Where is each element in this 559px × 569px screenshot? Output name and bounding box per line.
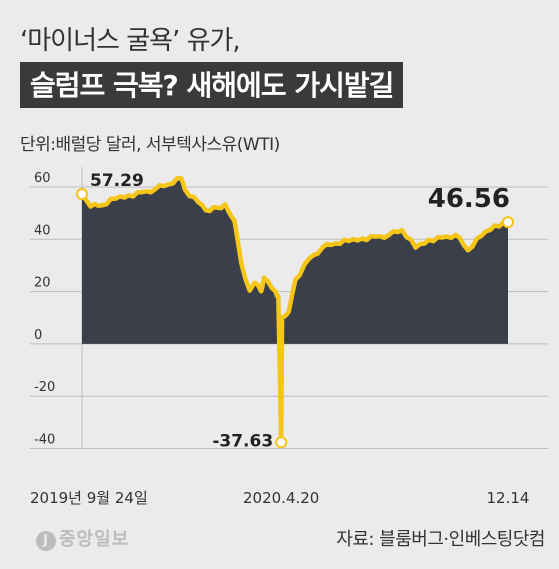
x-axis-ticks: 2019년 9월 24일 2020.4.20 12.14 (30, 489, 529, 507)
x-tick-label: 2020.4.20 (243, 489, 319, 507)
annotation-markers: 57.29 -37.63 46.56 (76, 171, 514, 451)
annotation-label: -37.63 (212, 431, 273, 451)
y-tick-label: -20 (34, 380, 55, 395)
y-tick-label: 20 (34, 276, 51, 291)
annotation-label: 46.56 (428, 184, 510, 214)
y-tick-label: 40 (34, 223, 51, 238)
logo-mark-icon: J (36, 531, 56, 551)
chart-title-line2: 슬럼프 극복? 새해에도 가시밭길 (20, 62, 404, 108)
y-tick-label: 0 (34, 328, 42, 343)
y-tick-label: 60 (34, 171, 51, 186)
x-tick-label: 2019년 9월 24일 (30, 489, 148, 507)
joongang-logo: J 중앙일보 (36, 525, 129, 551)
logo-text: 중앙일보 (59, 529, 130, 550)
annotation-dot (76, 188, 88, 201)
x-tick-label: 12.14 (487, 489, 530, 507)
annotation-label: 57.29 (90, 171, 144, 191)
unit-note: 단위:배럴당 달러, 서부텍사스유(WTI) (20, 135, 280, 155)
y-axis-ticks: 60 40 20 0 -20 -40 (34, 171, 55, 448)
source-note: 자료: 블룸버그·인베스팅닷컴 (336, 529, 545, 550)
annotation-dot (502, 216, 514, 229)
annotation-dot (275, 436, 288, 449)
chart-title-line1: ‘마이너스 굴욕’ 유가, (20, 26, 241, 56)
price-area (82, 178, 508, 443)
y-tick-label: -40 (34, 433, 55, 448)
